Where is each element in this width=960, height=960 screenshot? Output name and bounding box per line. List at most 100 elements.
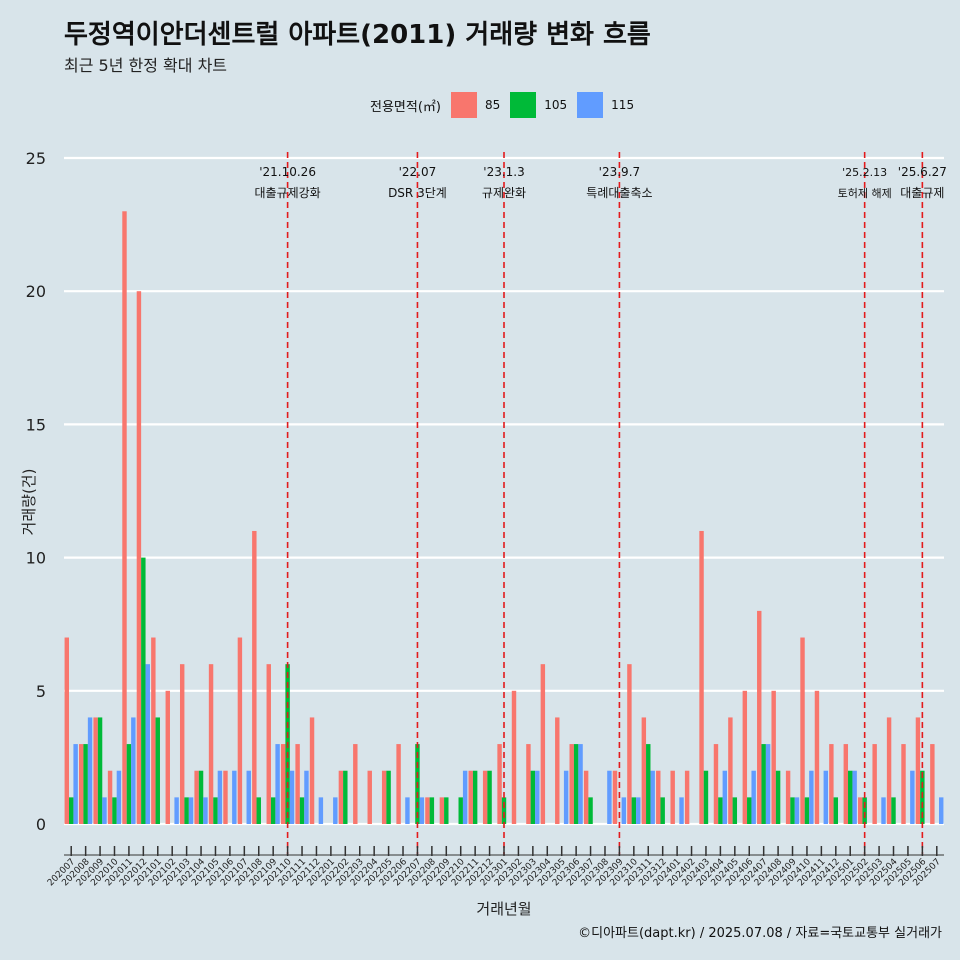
bar-202011-115: [131, 717, 136, 824]
y-tick-label: 5: [36, 682, 46, 701]
bar-202409-115: [794, 797, 800, 824]
bar-202009-115: [102, 797, 107, 824]
bar-202410-85: [800, 637, 805, 824]
bar-202210-105: [458, 797, 463, 824]
bar-202008-85: [79, 744, 84, 824]
bar-202107-115: [246, 770, 251, 824]
bar-202209-105: [444, 797, 449, 824]
legend-swatch-115: [577, 92, 604, 118]
bar-202401-115: [679, 797, 684, 824]
bar-202501-105: [848, 770, 853, 824]
bar-202208-105: [429, 797, 435, 824]
bar-202311-85: [641, 717, 647, 824]
bar-202010-105: [112, 797, 117, 824]
bar-202012-115: [145, 664, 150, 824]
bar-202308-115: [607, 770, 612, 824]
bar-202102-115: [174, 797, 179, 824]
event-label: 토허제 해제: [838, 186, 892, 200]
event-label: 대출규제강화: [254, 186, 320, 200]
y-axis-label: 거래량(건): [20, 469, 38, 536]
bar-202311-105: [646, 744, 651, 824]
bar-202504-105: [891, 797, 896, 824]
bar-202306-105: [573, 744, 579, 824]
bar-202103-85: [179, 664, 185, 824]
bar-202111-115: [304, 770, 309, 824]
bar-202304-85: [540, 664, 546, 824]
bar-202009-85: [93, 717, 98, 824]
bar-202502-105: [862, 797, 867, 824]
bar-202412-105: [833, 797, 839, 824]
y-tick-label: 25: [26, 149, 46, 168]
bar-202104-85: [194, 770, 199, 824]
bar-202404-85: [713, 744, 719, 824]
legend-item-115: 115: [577, 92, 638, 118]
bar-202103-115: [188, 797, 194, 824]
y-axis: 0 5 10 15 20 25: [26, 149, 46, 834]
bar-202101-105: [155, 717, 160, 824]
legend-label-85: 85: [484, 98, 501, 112]
bar-202307-105: [588, 797, 593, 824]
bar-202101-85: [151, 637, 156, 824]
bar-202307-85: [583, 770, 589, 824]
bar-202109-115: [275, 744, 280, 824]
bar-202405-105: [732, 797, 738, 824]
bar-202310-105: [631, 797, 637, 824]
bar-202412-85: [829, 744, 834, 824]
bar-202301-85: [497, 744, 502, 824]
bar-202111-85: [295, 744, 300, 824]
bar-202401-85: [670, 770, 675, 824]
event-date: '25.6.27: [898, 165, 947, 179]
bar-202312-85: [656, 770, 661, 824]
bar-202407-85: [757, 610, 762, 824]
legend-label-105: 105: [544, 98, 568, 112]
bar-202112-85: [309, 717, 315, 824]
bar-202103-105: [184, 797, 189, 824]
event-date: '22.07: [399, 165, 437, 179]
event-label: 대출규제: [900, 186, 944, 200]
bar-202406-85: [742, 690, 748, 824]
bar-202201-115: [333, 797, 338, 824]
bar-202407-105: [761, 744, 766, 824]
bar-202410-115: [809, 770, 814, 824]
bar-202205-85: [381, 770, 387, 824]
bar-202406-105: [747, 797, 752, 824]
bar-202408-85: [771, 690, 776, 824]
legend-title: 전용면적(㎡): [370, 99, 441, 115]
bar-202202-105: [343, 770, 348, 824]
legend-label-115: 115: [611, 98, 635, 112]
bar-202008-115: [87, 717, 93, 824]
bar-202207-115: [419, 797, 425, 824]
bar-202405-85: [728, 717, 733, 824]
bar-202303-115: [535, 770, 540, 824]
bar-202204-85: [367, 770, 372, 824]
bar-202109-85: [266, 664, 271, 824]
bar-202406-115: [751, 770, 756, 824]
bar-202311-115: [650, 770, 655, 824]
bar-202502-85: [858, 797, 863, 824]
bar-202507-85: [930, 744, 935, 824]
bar-202011-85: [122, 211, 127, 824]
event-annotations: '21.10.26 대출규제강화 '22.07 DSR 3단계 '23.1.3 규제완화 '…: [254, 165, 946, 200]
bar-202012-105: [141, 557, 146, 824]
bar-202312-105: [660, 797, 665, 824]
bar-202305-115: [563, 770, 569, 824]
bar-202309-115: [621, 797, 627, 824]
bar-202108-105: [256, 797, 261, 824]
legend-item-105: 105: [510, 92, 571, 118]
bar-202108-85: [252, 530, 257, 824]
bar-202303-105: [530, 770, 536, 824]
bar-202211-85: [468, 770, 473, 824]
bar-202507-115: [938, 797, 944, 824]
bar-202310-115: [636, 797, 641, 824]
bar-202007-85: [64, 637, 70, 824]
bar-202505-85: [901, 744, 906, 824]
bar-202105-115: [217, 770, 223, 824]
bar-202404-115: [722, 770, 728, 824]
bar-202306-85: [569, 744, 574, 824]
bar-202208-85: [425, 797, 430, 824]
bar-202503-115: [881, 797, 886, 824]
bars: [64, 211, 944, 824]
bar-202206-115: [405, 797, 410, 824]
bar-202206-85: [396, 744, 401, 824]
